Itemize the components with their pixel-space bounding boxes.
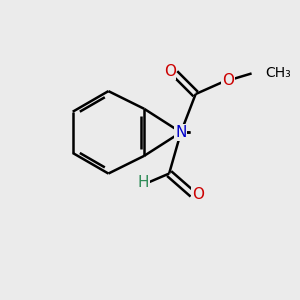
Text: O: O bbox=[222, 73, 234, 88]
Text: O: O bbox=[164, 64, 176, 80]
Text: CH₃: CH₃ bbox=[265, 66, 291, 80]
Text: H: H bbox=[137, 175, 149, 190]
Text: N: N bbox=[175, 125, 187, 140]
Text: O: O bbox=[192, 187, 204, 202]
